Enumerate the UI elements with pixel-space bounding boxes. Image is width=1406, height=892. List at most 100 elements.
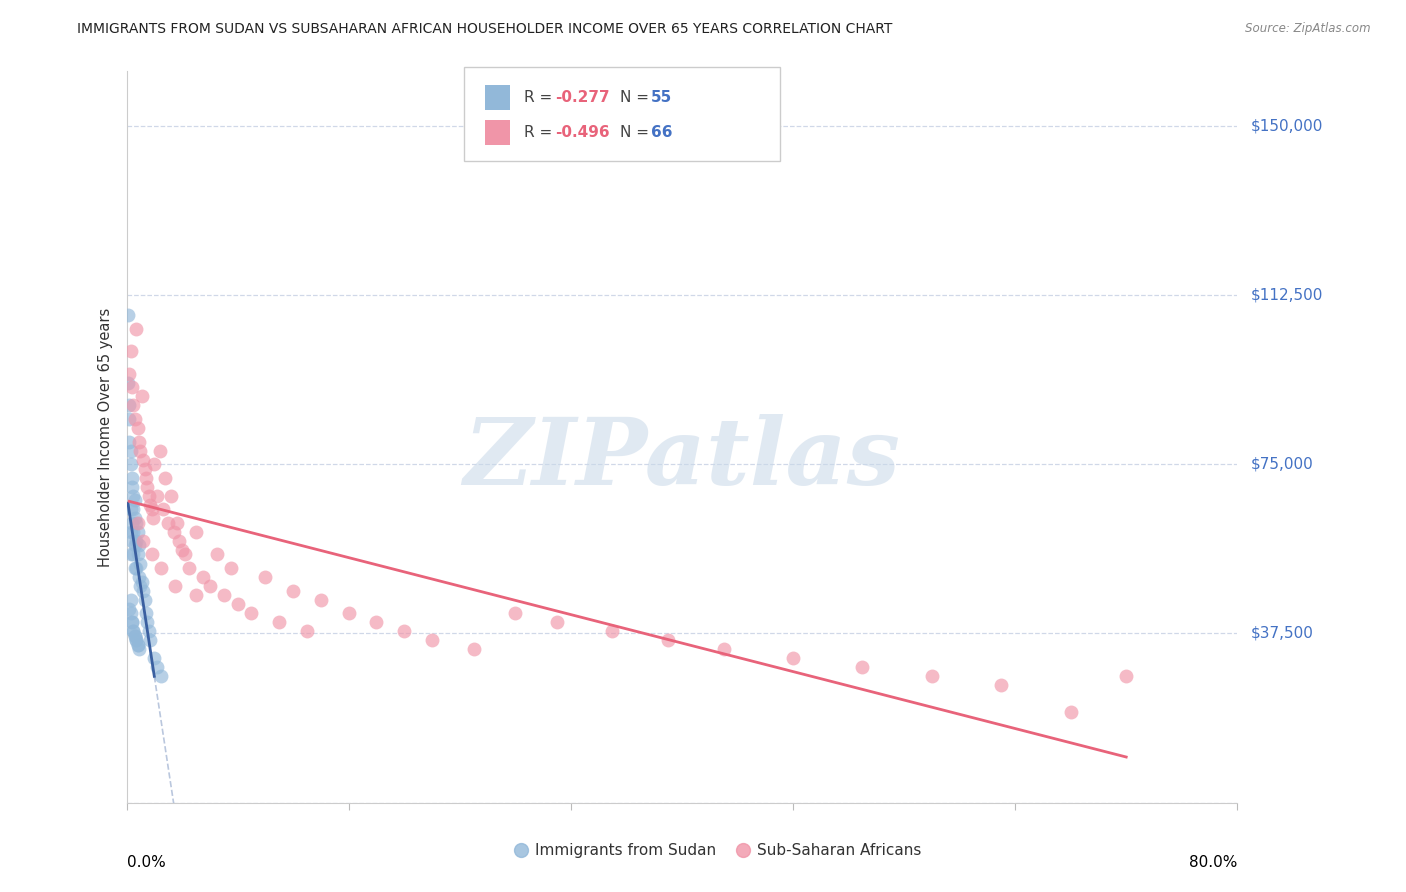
Point bbox=[602, 624, 624, 639]
Point bbox=[124, 629, 146, 643]
Text: -0.277: -0.277 bbox=[555, 90, 610, 104]
Point bbox=[138, 489, 160, 503]
Text: ZIPatlas: ZIPatlas bbox=[464, 414, 900, 504]
Point bbox=[205, 548, 228, 562]
Point bbox=[198, 579, 221, 593]
Point bbox=[149, 443, 172, 458]
Point bbox=[177, 561, 200, 575]
Text: $112,500: $112,500 bbox=[1251, 287, 1323, 302]
Point bbox=[886, 796, 908, 810]
Point bbox=[155, 471, 177, 485]
Text: $150,000: $150,000 bbox=[1251, 118, 1323, 133]
Text: 66: 66 bbox=[651, 126, 672, 140]
Point bbox=[118, 412, 141, 426]
Point bbox=[139, 498, 162, 512]
Point bbox=[132, 533, 155, 548]
Point bbox=[219, 561, 242, 575]
Point bbox=[124, 493, 146, 508]
Text: N =: N = bbox=[620, 126, 654, 140]
Point bbox=[163, 524, 186, 539]
Text: R =: R = bbox=[524, 90, 558, 104]
Point bbox=[125, 516, 148, 530]
Text: Immigrants from Sudan: Immigrants from Sudan bbox=[536, 843, 717, 858]
Point bbox=[782, 651, 804, 665]
Point bbox=[124, 629, 146, 643]
Text: IMMIGRANTS FROM SUDAN VS SUBSAHARAN AFRICAN HOUSEHOLDER INCOME OVER 65 YEARS COR: IMMIGRANTS FROM SUDAN VS SUBSAHARAN AFRI… bbox=[77, 22, 893, 37]
Point bbox=[150, 561, 173, 575]
Point bbox=[184, 524, 207, 539]
Point bbox=[172, 543, 194, 558]
Text: -0.496: -0.496 bbox=[555, 126, 610, 140]
Point bbox=[127, 548, 149, 562]
Point bbox=[120, 524, 142, 539]
Point bbox=[337, 606, 360, 620]
Point bbox=[129, 579, 152, 593]
Point bbox=[120, 606, 142, 620]
Point bbox=[463, 642, 485, 657]
Point bbox=[127, 516, 149, 530]
Point bbox=[851, 660, 873, 674]
Point bbox=[120, 502, 142, 516]
Point bbox=[122, 548, 145, 562]
Point bbox=[122, 624, 145, 639]
Point bbox=[127, 638, 149, 652]
Point bbox=[125, 533, 148, 548]
Point bbox=[120, 344, 142, 359]
Point bbox=[127, 421, 149, 435]
Text: 0.0%: 0.0% bbox=[127, 855, 166, 871]
Point bbox=[118, 601, 141, 615]
Point bbox=[132, 583, 155, 598]
Point bbox=[138, 624, 160, 639]
Point bbox=[121, 471, 143, 485]
Point bbox=[609, 796, 631, 810]
Text: $37,500: $37,500 bbox=[1251, 626, 1315, 641]
Point bbox=[131, 389, 153, 403]
Point bbox=[309, 592, 332, 607]
Point bbox=[157, 516, 180, 530]
Text: N =: N = bbox=[620, 90, 654, 104]
Point bbox=[121, 480, 143, 494]
Point bbox=[124, 538, 146, 552]
Text: Sub-Saharan Africans: Sub-Saharan Africans bbox=[758, 843, 922, 858]
Point bbox=[127, 638, 149, 652]
Point bbox=[146, 660, 169, 674]
Point bbox=[125, 633, 148, 648]
Point bbox=[117, 376, 139, 390]
Point bbox=[921, 669, 943, 683]
Point bbox=[1115, 669, 1137, 683]
Point bbox=[121, 380, 143, 394]
Point bbox=[122, 489, 145, 503]
Point bbox=[131, 574, 153, 589]
Y-axis label: Householder Income Over 65 years: Householder Income Over 65 years bbox=[98, 308, 114, 566]
Point bbox=[121, 615, 143, 630]
Point bbox=[124, 412, 146, 426]
Point bbox=[269, 615, 291, 630]
Point bbox=[990, 678, 1012, 692]
Point bbox=[184, 588, 207, 602]
Point bbox=[128, 642, 150, 657]
Point bbox=[122, 502, 145, 516]
Point bbox=[120, 592, 142, 607]
Point bbox=[295, 624, 318, 639]
Text: 55: 55 bbox=[651, 90, 672, 104]
Point bbox=[165, 579, 187, 593]
Point bbox=[121, 516, 143, 530]
Point bbox=[141, 548, 163, 562]
Point bbox=[118, 367, 141, 381]
Point bbox=[136, 480, 159, 494]
Point bbox=[118, 434, 141, 449]
Text: Source: ZipAtlas.com: Source: ZipAtlas.com bbox=[1246, 22, 1371, 36]
Point bbox=[226, 597, 249, 611]
Point bbox=[121, 533, 143, 548]
Point bbox=[122, 399, 145, 413]
Point bbox=[212, 588, 235, 602]
Point bbox=[150, 669, 173, 683]
Point bbox=[120, 457, 142, 471]
Point bbox=[143, 651, 166, 665]
Point bbox=[121, 615, 143, 630]
Text: $75,000: $75,000 bbox=[1251, 457, 1315, 472]
Point bbox=[254, 570, 277, 584]
Point bbox=[118, 399, 141, 413]
Point bbox=[173, 548, 195, 562]
Point bbox=[657, 633, 679, 648]
